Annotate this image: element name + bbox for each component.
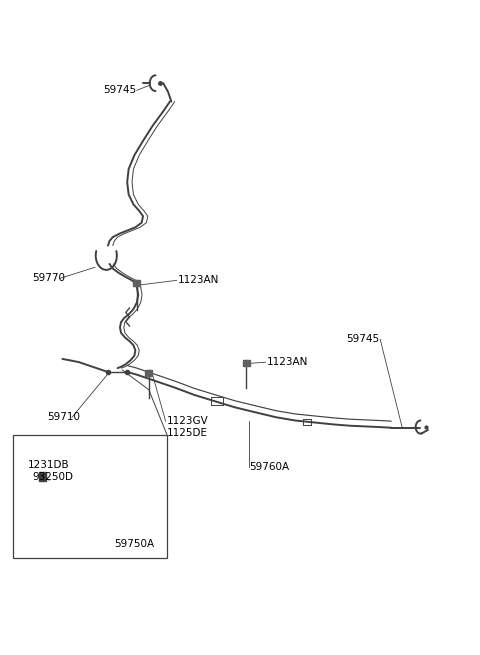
Bar [133, 280, 140, 286]
Bar [39, 472, 46, 481]
Text: 59745: 59745 [104, 85, 137, 96]
Text: 59710: 59710 [47, 412, 80, 422]
Text: 1123GV: 1123GV [167, 416, 208, 426]
Text: 59745: 59745 [346, 334, 379, 345]
Text: 1123AN: 1123AN [178, 275, 219, 286]
Bar [243, 360, 250, 366]
Text: 1231DB: 1231DB [28, 460, 70, 470]
Text: 59770: 59770 [33, 273, 66, 284]
Text: 59750A: 59750A [114, 538, 155, 549]
Text: 93250D: 93250D [33, 472, 73, 482]
Bar [145, 370, 152, 376]
Bar [13, 435, 167, 558]
Text: 1125DE: 1125DE [167, 428, 207, 438]
Text: 1123AN: 1123AN [266, 357, 308, 367]
Text: 59760A: 59760A [250, 462, 290, 472]
